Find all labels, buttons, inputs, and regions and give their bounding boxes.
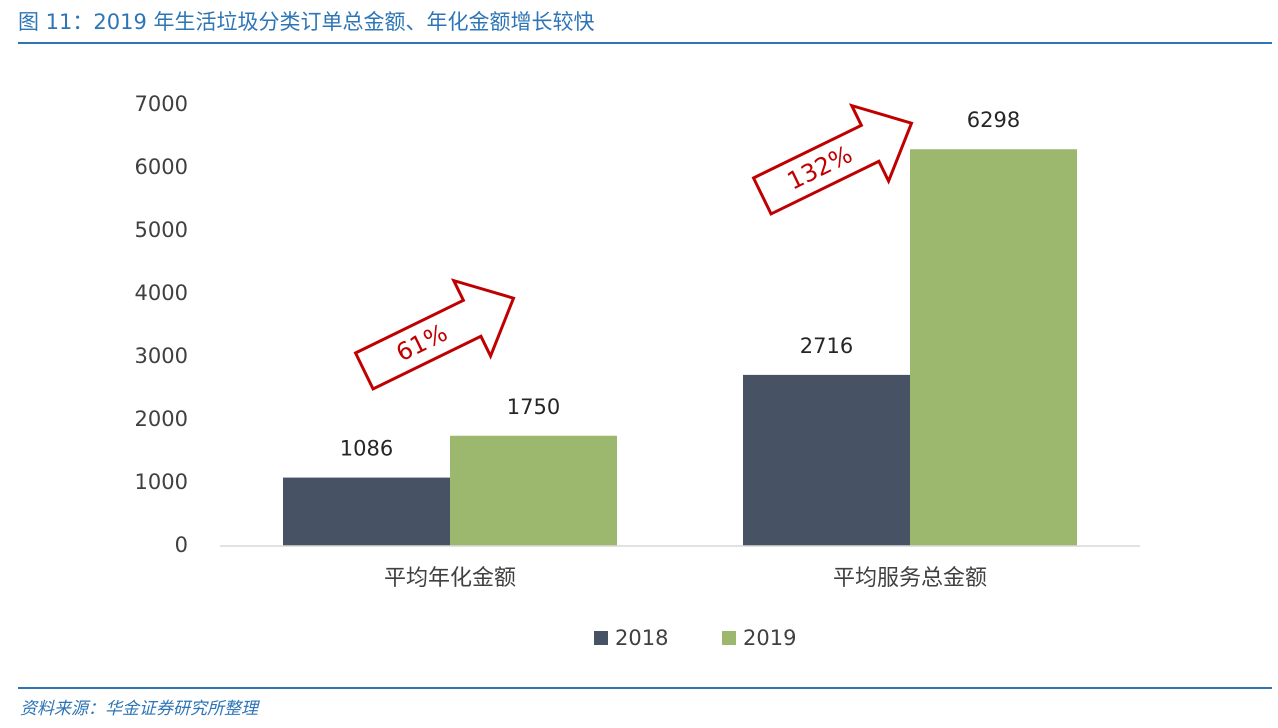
value-label: 1750 bbox=[507, 395, 560, 419]
y-tick-label: 3000 bbox=[135, 344, 188, 368]
source-note: 资料来源：华金证券研究所整理 bbox=[20, 699, 260, 719]
y-tick-label: 7000 bbox=[135, 92, 188, 116]
y-tick-label: 1000 bbox=[135, 470, 188, 494]
x-tick-label: 平均年化金额 bbox=[384, 566, 516, 591]
y-tick-label: 0 bbox=[175, 533, 188, 557]
value-label: 2716 bbox=[800, 334, 853, 358]
value-label: 6298 bbox=[967, 108, 1020, 132]
y-tick-label: 5000 bbox=[135, 218, 188, 242]
y-tick-label: 6000 bbox=[135, 155, 188, 179]
legend-swatch bbox=[594, 631, 608, 645]
bar bbox=[910, 149, 1077, 546]
bar bbox=[450, 435, 617, 546]
bar bbox=[283, 477, 450, 546]
growth-arrow: 61% bbox=[353, 278, 516, 391]
legend-swatch bbox=[722, 631, 736, 645]
legend-label: 2019 bbox=[743, 626, 796, 650]
y-tick-label: 4000 bbox=[135, 281, 188, 305]
chart-title: 图 11：2019 年生活垃圾分类订单总金额、年化金额增长较快 bbox=[18, 10, 595, 34]
bar bbox=[743, 374, 910, 546]
y-tick-label: 2000 bbox=[135, 407, 188, 431]
x-tick-label: 平均服务总金额 bbox=[833, 566, 987, 591]
legend-label: 2018 bbox=[615, 626, 668, 650]
growth-arrow: 132% bbox=[751, 103, 914, 216]
value-label: 1086 bbox=[340, 437, 393, 461]
